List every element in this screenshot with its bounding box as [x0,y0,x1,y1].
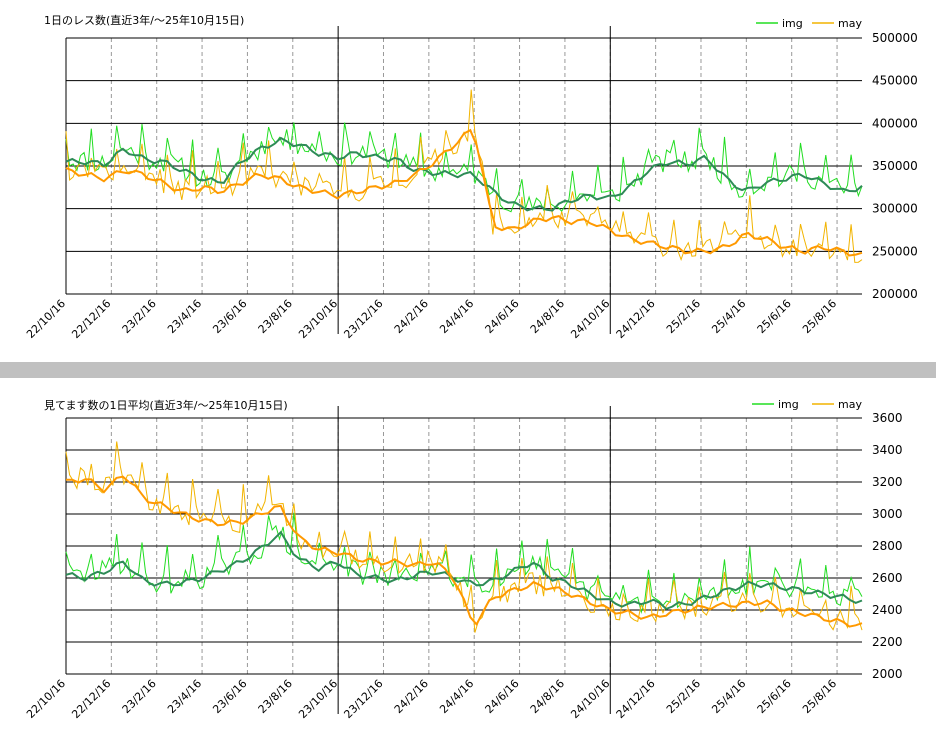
x-tick-label: 24/6/16 [483,677,522,716]
x-tick-label: 24/4/16 [437,297,476,336]
x-tick-label: 24/10/16 [568,297,612,341]
legend-label-may: may [838,398,862,411]
series-line-may-average [65,475,863,628]
x-tick-label: 23/2/16 [120,297,159,336]
x-tick-label: 22/10/16 [24,677,68,721]
series-line-may-average [65,128,863,257]
x-tick-label: 22/12/16 [69,297,113,341]
x-tick-label: 23/6/16 [210,677,249,716]
y-tick-label: 450000 [872,74,918,88]
chart-viewers-avg: 見てます数の1日平均(直近3年/～25年10月15日) img may 22/1… [24,398,903,721]
x-tick-label: 23/4/16 [165,677,204,716]
x-tick-label: 25/4/16 [709,677,748,716]
y-tick-label: 2600 [872,571,903,585]
chart-title: 見てます数の1日平均(直近3年/～25年10月15日) [44,398,288,412]
x-tick-label: 23/8/16 [256,677,295,716]
y-tick-label: 3600 [872,411,903,425]
x-tick-label: 25/4/16 [709,297,748,336]
y-tick-label: 300000 [872,202,918,216]
x-tick-label: 23/12/16 [341,677,385,721]
x-tick-label: 24/8/16 [528,297,567,336]
x-tick-label: 25/8/16 [800,297,839,336]
series-line-may-daily [65,441,863,633]
x-tick-label: 24/6/16 [483,297,522,336]
legend-label-img: img [778,398,799,411]
y-tick-label: 500000 [872,31,918,45]
x-tick-label: 25/6/16 [755,297,794,336]
series-line-img-average [65,136,863,212]
x-tick-label: 23/10/16 [296,297,340,341]
x-tick-label: 23/6/16 [210,297,249,336]
y-tick-label: 2000 [872,667,903,681]
y-tick-label: 350000 [872,159,918,173]
legend-label-may: may [838,17,862,30]
x-tick-label: 25/2/16 [664,297,703,336]
chart-title: 1日のレス数(直近3年/～25年10月15日) [44,13,244,27]
legend-label-img: img [782,17,803,30]
x-tick-label: 25/8/16 [800,677,839,716]
y-tick-label: 250000 [872,244,918,258]
y-tick-label: 3200 [872,475,903,489]
x-tick-label: 24/12/16 [614,297,658,341]
x-tick-label: 25/2/16 [664,677,703,716]
series-line-may-daily [65,89,863,263]
x-tick-label: 23/12/16 [341,297,385,341]
x-tick-label: 25/6/16 [755,677,794,716]
series-line-img-daily [65,512,863,615]
y-tick-label: 2200 [872,635,903,649]
plot-area: 22/10/16 22/12/16 23/2/16 23/4/16 23/6/16 23/… [24,26,918,341]
x-tick-label: 22/10/16 [24,297,68,341]
x-tick-label: 23/10/16 [296,677,340,721]
legend: img may [756,17,862,30]
x-tick-label: 23/8/16 [256,297,295,336]
y-tick-label: 400000 [872,116,918,130]
y-tick-label: 200000 [872,287,918,301]
legend: img may [752,398,862,411]
x-tick-label: 23/4/16 [165,297,204,336]
y-tick-label: 3000 [872,507,903,521]
x-tick-label: 24/2/16 [392,297,431,336]
plot-area: 22/10/16 22/12/16 23/2/16 23/4/16 23/6/16 23/… [24,406,903,721]
x-tick-label: 24/12/16 [614,677,658,721]
x-tick-label: 24/2/16 [392,677,431,716]
y-tick-label: 2800 [872,539,903,553]
series-line-img-average [65,530,863,611]
x-tick-label: 24/10/16 [568,677,612,721]
y-tick-label: 2400 [872,603,903,617]
x-tick-label: 23/2/16 [120,677,159,716]
series-line-img-daily [65,122,863,213]
divider-band [0,362,936,378]
y-tick-label: 3400 [872,443,903,457]
x-tick-label: 24/8/16 [528,677,567,716]
x-tick-label: 22/12/16 [69,677,113,721]
x-tick-label: 24/4/16 [437,677,476,716]
chart-daily-posts: 1日のレス数(直近3年/～25年10月15日) img may 22/10/16… [24,13,918,341]
